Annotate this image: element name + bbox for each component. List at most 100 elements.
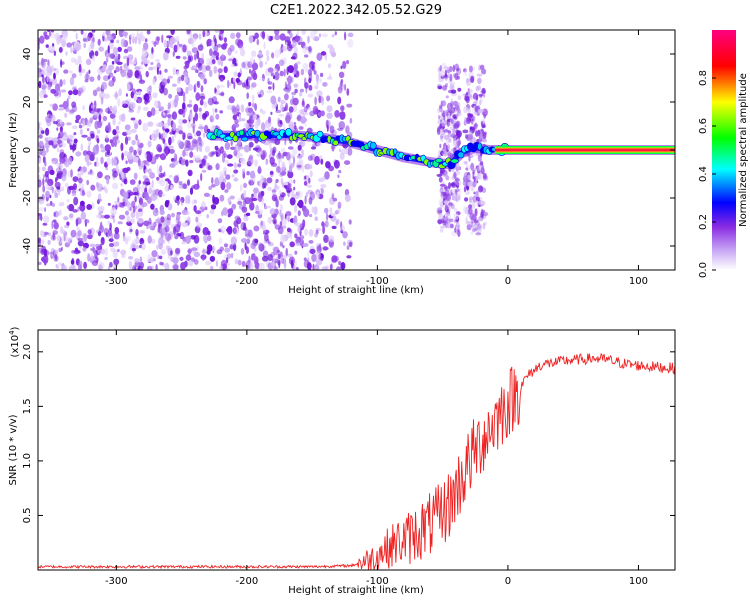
- heatmap-burst-blob: [469, 114, 473, 118]
- heatmap-noise-blob: [64, 112, 68, 118]
- heatmap-noise-blob: [211, 39, 214, 49]
- heatmap-noise-blob: [321, 33, 328, 38]
- heatmap-noise-blob: [219, 110, 223, 114]
- heatmap-noise-blob: [189, 32, 193, 39]
- heatmap-noise-blob: [223, 243, 229, 248]
- heatmap-noise-blob: [201, 158, 206, 165]
- heatmap-noise-blob: [304, 175, 307, 180]
- heatmap-noise-blob: [118, 88, 122, 97]
- heatmap-noise-blob: [298, 91, 303, 97]
- heatmap-burst-blob: [468, 65, 473, 73]
- heatmap-noise-blob: [228, 96, 235, 104]
- heatmap-noise-blob: [152, 92, 158, 99]
- heatmap-noise-blob: [277, 253, 281, 260]
- heatmap-burst-blob: [467, 108, 472, 114]
- heatmap-noise-blob: [119, 202, 125, 208]
- heatmap-noise-blob: [134, 196, 137, 203]
- heatmap-noise-blob: [296, 61, 301, 65]
- heatmap-noise-blob: [137, 158, 141, 167]
- heatmap-noise-blob: [168, 148, 175, 154]
- heatmap-noise-blob: [265, 123, 270, 129]
- heatmap-noise-blob: [64, 224, 70, 229]
- heatmap-noise-blob: [56, 186, 61, 190]
- heatmap-noise-blob: [164, 262, 170, 270]
- heatmap-noise-blob: [262, 182, 265, 189]
- heatmap-noise-blob: [161, 78, 168, 86]
- heatmap-noise-blob: [187, 259, 194, 267]
- heatmap-noise-blob: [232, 227, 237, 235]
- heatmap-burst-blob: [446, 69, 451, 74]
- heatmap-noise-blob: [101, 215, 105, 219]
- heatmap-noise-blob: [127, 189, 132, 194]
- heatmap-burst-blob: [478, 93, 484, 97]
- heatmap-noise-blob: [113, 267, 116, 270]
- heatmap-noise-blob: [83, 242, 89, 249]
- heatmap-noise-blob: [88, 104, 92, 113]
- heatmap-noise-blob: [303, 112, 309, 116]
- heatmap-noise-blob: [340, 65, 343, 70]
- heatmap-noise-blob: [75, 218, 79, 227]
- heatmap-burst-blob: [464, 117, 467, 123]
- heatmap-noise-blob: [227, 226, 233, 235]
- heatmap-noise-blob: [83, 261, 87, 269]
- heatmap-noise-blob: [233, 123, 240, 128]
- heatmap-noise-blob: [110, 247, 116, 253]
- heatmap-noise-blob: [58, 46, 63, 53]
- heatmap-burst-blob: [443, 200, 448, 204]
- heatmap-noise-blob: [115, 204, 118, 210]
- heatmap-noise-blob: [254, 103, 257, 111]
- heatmap-noise-blob: [45, 115, 52, 123]
- heatmap-noise-blob: [244, 198, 248, 204]
- heatmap-burst-blob: [477, 154, 482, 162]
- heatmap-noise-blob: [169, 36, 176, 45]
- heatmap-burst-blob: [464, 191, 470, 196]
- ridge-blob: [285, 128, 293, 137]
- heatmap-noise-blob: [66, 42, 73, 48]
- heatmap-noise-blob: [44, 178, 48, 183]
- heatmap-noise-blob: [168, 93, 173, 99]
- heatmap-noise-blob: [203, 78, 207, 85]
- heatmap-noise-blob: [120, 183, 123, 187]
- heatmap-noise-blob: [65, 107, 70, 112]
- heatmap-noise-blob: [304, 123, 307, 127]
- heatmap-noise-blob: [142, 175, 149, 179]
- heatmap-noise-blob: [137, 217, 144, 224]
- heatmap-noise-blob: [42, 66, 47, 75]
- heatmap-noise-blob: [252, 103, 255, 107]
- heatmap-noise-blob: [187, 83, 193, 91]
- heatmap-noise-blob: [323, 234, 329, 244]
- heatmap-noise-blob: [124, 200, 131, 207]
- heatmap-noise-blob: [187, 249, 192, 254]
- heatmap-burst-blob: [470, 162, 475, 171]
- heatmap-noise-blob: [246, 235, 252, 239]
- y-tick-label: 1.5: [22, 398, 33, 414]
- heatmap-noise-blob: [46, 147, 49, 153]
- heatmap-burst-blob: [440, 134, 444, 140]
- heatmap-noise-blob: [49, 194, 52, 199]
- heatmap-burst-blob: [468, 207, 473, 215]
- heatmap-noise-blob: [285, 89, 291, 94]
- colorbar-tick-label: 0.2: [698, 214, 709, 230]
- heatmap-noise-blob: [170, 250, 173, 256]
- heatmap-burst-blob: [445, 193, 452, 201]
- heatmap-noise-blob: [309, 170, 313, 178]
- heatmap-noise-blob: [133, 119, 139, 125]
- heatmap-burst-blob: [440, 100, 447, 106]
- heatmap-noise-blob: [47, 137, 53, 141]
- heatmap-burst-blob: [443, 184, 448, 192]
- heatmap-noise-blob: [339, 111, 346, 120]
- heatmap-noise-blob: [291, 148, 297, 156]
- heatmap-noise-blob: [219, 54, 227, 62]
- heatmap-burst-blob: [453, 212, 459, 220]
- heatmap-noise-blob: [179, 256, 184, 261]
- heatmap-noise-blob: [213, 126, 216, 130]
- heatmap-burst-blob: [449, 126, 453, 131]
- heatmap-noise-blob: [293, 125, 297, 130]
- heatmap-noise-blob: [320, 158, 324, 165]
- heatmap-noise-blob: [241, 168, 246, 175]
- heatmap-noise-blob: [100, 143, 104, 149]
- heatmap-noise-blob: [109, 222, 112, 231]
- heatmap-noise-blob: [114, 91, 118, 100]
- heatmap-noise-blob: [57, 190, 61, 196]
- heatmap-noise-blob: [89, 76, 95, 82]
